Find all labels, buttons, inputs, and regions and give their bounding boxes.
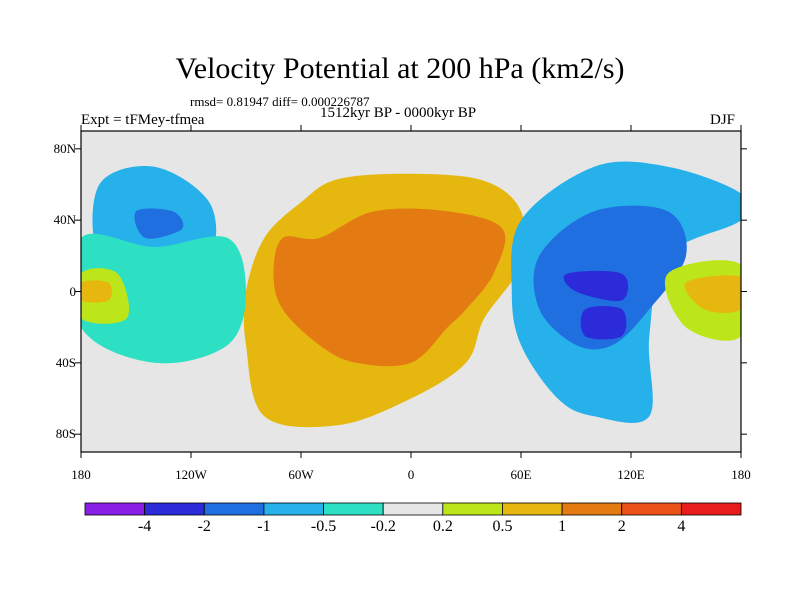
y-tick-label: 40N [53, 212, 76, 228]
colorbar-label: -4 [137, 518, 152, 535]
colorbar-box [561, 502, 623, 516]
x-tick-label: 120W [175, 467, 207, 482]
y-tick-label: 80S [55, 426, 76, 442]
season-label: DJF [710, 112, 736, 128]
x-tick-label: 120E [617, 467, 645, 482]
x-tick-label: 60W [288, 467, 314, 482]
contour-region [81, 233, 246, 364]
contour-region [273, 208, 506, 367]
colorbar-box [502, 502, 563, 516]
colorbar-label: 2 [617, 518, 626, 535]
x-tick-label: 180 [731, 467, 751, 482]
experiment-label: Expt = tFMey-tfmea [81, 112, 205, 128]
colorbar-box [203, 502, 265, 516]
period-label: 1512kyr BP - 0000kyr BP [320, 105, 477, 121]
contour-region [81, 280, 112, 303]
colorbar-box [382, 502, 444, 516]
contour-region [580, 306, 627, 340]
contour-region [134, 208, 184, 239]
contour-region [563, 270, 629, 302]
colorbar-label: -0.5 [310, 518, 337, 535]
y-tick-label: 80N [53, 140, 76, 156]
x-tick-label: 180 [71, 467, 91, 482]
colorbar-label: -2 [197, 518, 211, 535]
colorbar-label: -0.2 [370, 518, 396, 535]
colorbar-box [680, 502, 742, 516]
colorbar-label: 0.5 [492, 518, 513, 535]
colorbar-box [621, 502, 682, 516]
x-tick-label: 0 [407, 467, 415, 482]
colorbar-box [263, 502, 324, 516]
x-tick-label: 60E [510, 467, 532, 482]
colorbar-box [144, 502, 205, 516]
colorbar-box [84, 502, 146, 516]
colorbar-box [323, 502, 384, 516]
y-tick-label: 40S [55, 354, 76, 370]
y-tick-label: 0 [69, 283, 77, 299]
colorbar-box [442, 502, 503, 516]
contour-region [684, 275, 741, 314]
colorbar-label: 0.2 [432, 518, 453, 535]
stats-line: rmsd= 0.81947 diff= 0.000226787 [190, 94, 370, 109]
colorbar-label: 4 [677, 518, 686, 535]
chart-title: Velocity Potential at 200 hPa (km2/s) [175, 52, 625, 85]
colorbar-label: -1 [257, 518, 271, 535]
colorbar-label: 1 [558, 518, 567, 535]
